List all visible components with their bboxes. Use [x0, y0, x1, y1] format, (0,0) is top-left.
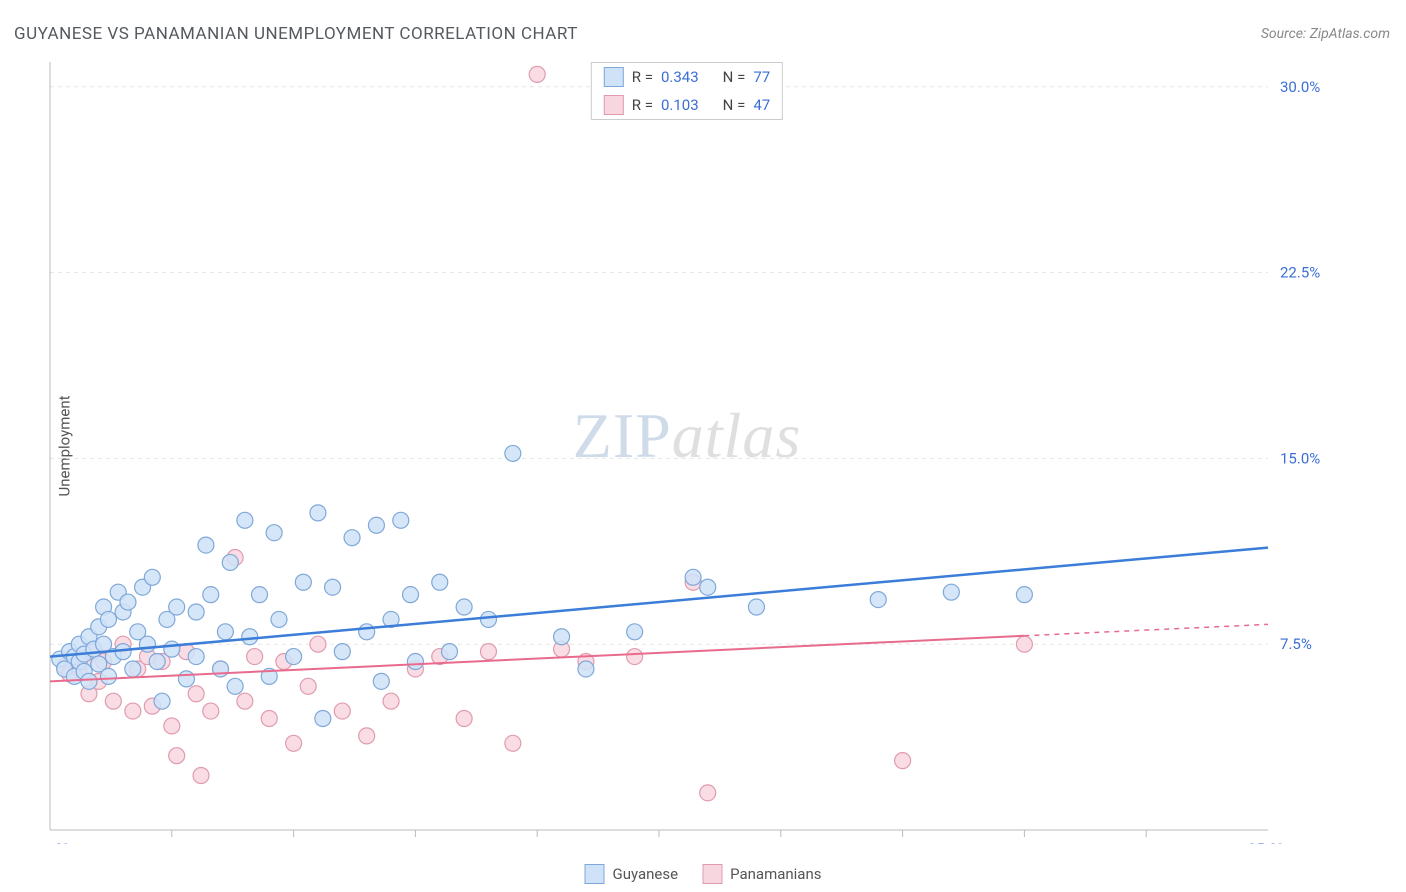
svg-text:25.0%: 25.0%: [1248, 840, 1288, 844]
chart-title: GUYANESE VS PANAMANIAN UNEMPLOYMENT CORR…: [14, 24, 578, 44]
legend-swatch: [702, 864, 722, 884]
legend-swatch: [604, 95, 624, 115]
series-legend-label: Guyanese: [613, 865, 679, 883]
legend-r-label: R =: [632, 68, 653, 86]
legend-r-value: 0.343: [661, 68, 699, 86]
svg-text:30.0%: 30.0%: [1280, 78, 1320, 96]
chart-svg: 7.5% 15.0% 22.5% 30.0% 0.0% 25.0%: [48, 60, 1326, 844]
chart-area: ZIPatlas 7.5%15.0%22.5%30.0%0.0%25.0% R …: [48, 60, 1326, 844]
series-legend-label: Panamanians: [730, 865, 821, 883]
svg-text:0.0%: 0.0%: [48, 840, 74, 844]
legend-n-value: 77: [753, 68, 770, 86]
series-legend: Guyanese Panamanians: [585, 864, 822, 884]
legend-swatch: [585, 864, 605, 884]
legend-n-label: N =: [723, 68, 746, 86]
series-legend-item: Panamanians: [702, 864, 821, 884]
legend-r-value: 0.103: [661, 96, 699, 114]
correlation-legend: R = 0.343 N = 77 R = 0.103 N = 47: [591, 62, 783, 120]
legend-swatch: [604, 67, 624, 87]
legend-row: R = 0.103 N = 47: [592, 91, 782, 119]
svg-text:7.5%: 7.5%: [1280, 635, 1312, 653]
svg-text:15.0%: 15.0%: [1280, 449, 1320, 467]
legend-r-label: R =: [632, 96, 653, 114]
source-label: Source: ZipAtlas.com: [1261, 26, 1390, 42]
legend-row: R = 0.343 N = 77: [592, 63, 782, 91]
legend-n-value: 47: [753, 96, 770, 114]
legend-n-label: N =: [723, 96, 746, 114]
svg-text:22.5%: 22.5%: [1280, 264, 1320, 282]
series-legend-item: Guyanese: [585, 864, 679, 884]
